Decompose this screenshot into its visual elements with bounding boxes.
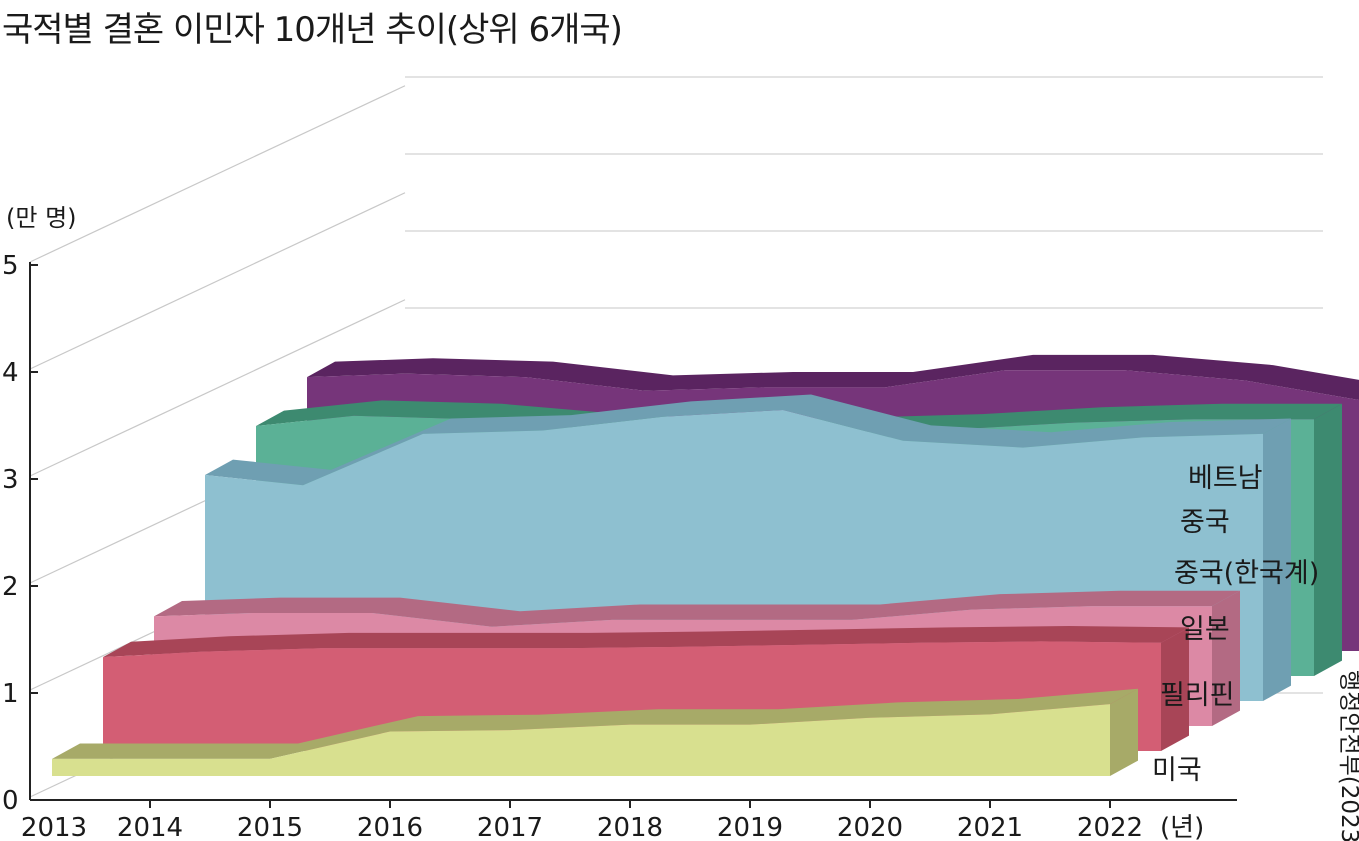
chart-title: 국적별 결혼 이민자 10개년 추이(상위 6개국): [2, 10, 623, 50]
y-unit-label: (만 명): [6, 204, 77, 232]
x-tick-label: 2017: [477, 813, 543, 841]
depth-gridline: [29, 85, 406, 263]
x-unit-label: (년): [1160, 813, 1204, 841]
series-label: 중국(한국계): [1174, 558, 1319, 589]
ribbon-top-edge: [103, 626, 1189, 658]
series-label: 베트남: [1188, 463, 1263, 494]
y-tick-label: 4: [2, 358, 19, 388]
y-tick-label: 1: [2, 679, 19, 709]
series-label: 일본: [1180, 614, 1230, 645]
ribbon-top-edge: [52, 688, 1138, 759]
axes: [29, 262, 1237, 801]
y-tick-labels: 0 1 2 3 4 5: [2, 251, 38, 816]
ribbon-side-face: [1161, 627, 1189, 751]
ribbon-top-edge: [307, 354, 1359, 401]
x-tick-label: 2015: [237, 813, 303, 841]
y-tick-label: 5: [2, 251, 19, 281]
x-tick-label: 2022: [1077, 813, 1143, 841]
ribbon-front-face: [52, 704, 1110, 776]
x-tick-label: 2019: [717, 813, 783, 841]
y-tick-label: 0: [2, 786, 19, 816]
source-note: 행정안전부(2023): [1336, 670, 1359, 841]
x-tick-label: 2014: [117, 813, 183, 841]
ribbon-side-face: [1110, 688, 1138, 776]
series-ribbon: [52, 688, 1138, 776]
x-tick-labels: 2013 2014 2015 2016 2017 2018 2019 2020 2021 2022: [21, 800, 1143, 841]
x-tick-label: 2021: [957, 813, 1023, 841]
series-label: 중국: [1180, 507, 1230, 538]
ribbon-top-edge: [154, 590, 1240, 627]
ribbon-side-face: [1314, 403, 1342, 676]
y-tick-label: 3: [2, 465, 19, 495]
x-tick-label: 2016: [357, 813, 423, 841]
depth-gridline: [29, 299, 406, 477]
ribbon-side-face: [1263, 418, 1291, 701]
series-label: 미국: [1152, 755, 1202, 786]
ribbon-top-edge: [205, 394, 1291, 486]
ribbon-top-edge: [256, 400, 1342, 437]
x-tick-label: 2018: [597, 813, 663, 841]
x-tick-label: 2013: [21, 813, 87, 841]
series-label: 필리핀: [1160, 680, 1235, 711]
series-ribbons: [52, 354, 1359, 776]
ribbon-side-face: [1212, 590, 1240, 726]
x-tick-label: 2020: [837, 813, 903, 841]
y-tick-label: 2: [2, 572, 19, 602]
depth-gridline: [29, 192, 406, 370]
